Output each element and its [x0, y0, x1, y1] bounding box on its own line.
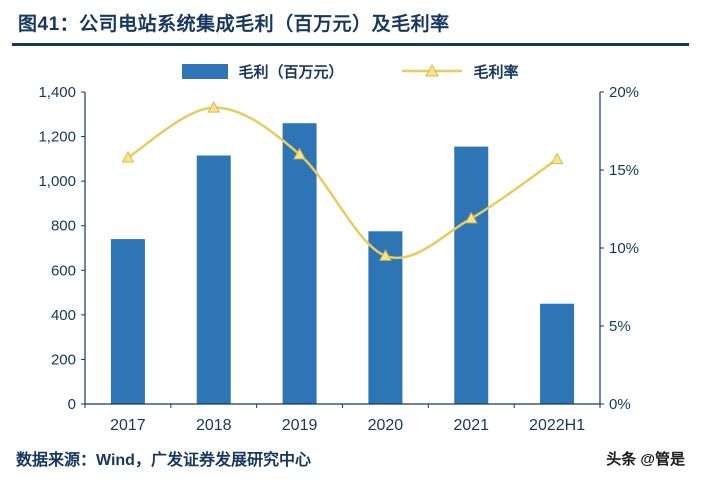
line-series-path — [127, 106, 558, 259]
bar — [540, 303, 575, 404]
y-axis-left-label: 400 — [51, 307, 76, 324]
bar — [110, 239, 145, 404]
line-marker — [121, 150, 135, 163]
y-axis-left-label: 1,000 — [38, 173, 76, 190]
x-axis-label: 2019 — [282, 417, 318, 434]
legend-item-bar: 毛利（百万元） — [182, 61, 344, 82]
source-text: 数据来源：Wind，广发证券发展研究中心 — [16, 452, 311, 469]
y-axis-right-label: 15% — [609, 162, 639, 179]
chart: 毛利（百万元） 毛利率 0 200 400 600 800 1,000 1,200 1,400… — [0, 60, 701, 442]
legend-item-line: 毛利率 — [400, 61, 519, 82]
line-series-swatch — [401, 63, 462, 77]
legend: 毛利（百万元） 毛利率 — [0, 60, 701, 82]
y-axis-left-label: 800 — [51, 218, 76, 235]
x-axis-label: 2017 — [110, 417, 146, 434]
line-marker — [293, 147, 306, 160]
y-axis-left-label: 200 — [51, 351, 76, 368]
bar — [454, 146, 489, 404]
line-marker — [550, 152, 564, 165]
triangle-marker-icon — [424, 63, 439, 77]
header: 图41：公司电站系统集成毛利（百万元）及毛利率 — [12, 0, 689, 46]
line-marker — [207, 101, 221, 113]
line-marker — [464, 211, 478, 224]
watermark: 头条 @管是 — [606, 450, 685, 468]
y-axis-right-label: 20% — [609, 84, 639, 101]
x-axis-label: 2018 — [196, 417, 232, 434]
x-axis-label: 2020 — [368, 417, 404, 434]
y-axis-right-label: 5% — [609, 318, 631, 335]
y-axis-left-label: 1,400 — [38, 84, 76, 101]
line-marker — [379, 249, 392, 261]
bar — [196, 155, 231, 404]
x-axis-label: 2021 — [453, 417, 489, 434]
bar — [282, 123, 317, 404]
legend-label-bar: 毛利（百万元） — [238, 63, 344, 81]
y-axis-left-label: 600 — [51, 262, 76, 279]
legend-label-line: 毛利率 — [473, 63, 519, 81]
footer: 数据来源：Wind，广发证券发展研究中心 头条 @管是 — [0, 446, 701, 470]
y-axis-right-label: 10% — [609, 240, 639, 257]
chart-canvas: 0 200 400 600 800 1,000 1,200 1,400 0% 5% 10% 15% 20… — [38, 84, 639, 434]
x-axis-label: 2022H1 — [529, 417, 585, 434]
bar-series-swatch — [182, 63, 229, 79]
y-axis-right-label: 0% — [609, 396, 631, 413]
page-title: 图41：公司电站系统集成毛利（百万元）及毛利率 — [18, 14, 450, 35]
y-axis-left-label: 0 — [68, 396, 76, 413]
y-axis-left-label: 1,200 — [38, 129, 76, 146]
